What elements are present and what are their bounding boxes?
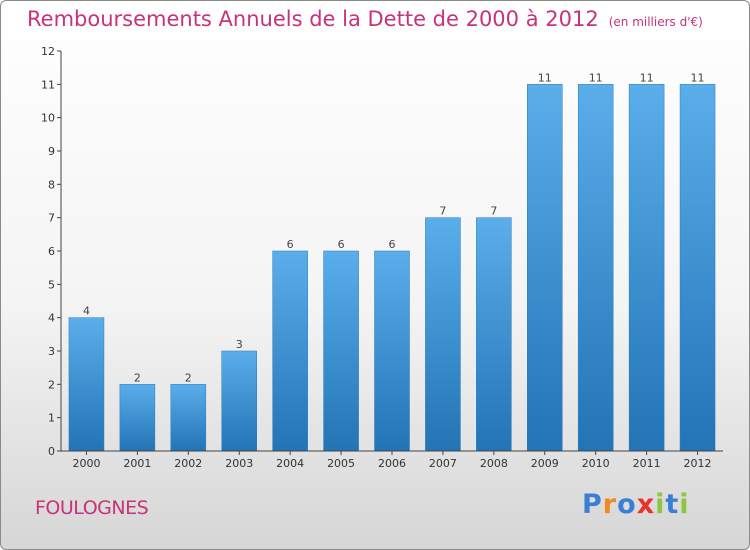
x-tick-label: 2010 <box>582 457 610 470</box>
x-tick-label: 2003 <box>225 457 253 470</box>
chart-title: Remboursements Annuels de la Dette de 20… <box>27 7 703 31</box>
bar <box>628 84 665 452</box>
bar <box>68 317 105 452</box>
bar <box>374 250 410 452</box>
bar-value-label: 11 <box>691 71 705 84</box>
proxiti-logo: Proxiti <box>582 489 690 520</box>
bar <box>577 84 614 452</box>
bar-value-label: 2 <box>185 371 192 384</box>
y-tick-label: 3 <box>48 345 55 358</box>
bar-value-label: 3 <box>236 338 243 351</box>
y-tick-label: 7 <box>48 212 55 225</box>
bar <box>170 384 207 452</box>
y-tick-label: 9 <box>48 145 55 158</box>
bar-value-label: 7 <box>439 205 446 218</box>
bar <box>527 84 563 452</box>
bar-value-label: 11 <box>538 71 552 84</box>
bar-value-label: 2 <box>134 371 141 384</box>
x-tick-label: 2002 <box>174 457 202 470</box>
x-tick-label: 2009 <box>531 457 559 470</box>
x-tick-label: 2012 <box>684 457 712 470</box>
bar-value-label: 11 <box>640 71 654 84</box>
chart-unit: (en milliers d'€) <box>608 15 703 29</box>
y-tick-label: 1 <box>48 412 55 425</box>
chart-title-text: Remboursements Annuels de la Dette de 20… <box>27 7 599 31</box>
y-tick-label: 8 <box>48 178 55 191</box>
bar <box>679 84 716 452</box>
bar-value-label: 6 <box>287 238 294 251</box>
bar <box>272 250 308 452</box>
y-tick-label: 2 <box>48 378 55 391</box>
logo-letter: o <box>617 489 637 520</box>
logo-letter: i <box>679 489 690 520</box>
bar-value-label: 7 <box>490 205 497 218</box>
x-tick-label: 2007 <box>429 457 457 470</box>
bar <box>476 217 512 452</box>
place-name: FOULOGNES <box>35 497 149 519</box>
bar-value-label: 6 <box>389 238 396 251</box>
x-tick-label: 2011 <box>633 457 661 470</box>
y-tick-label: 10 <box>41 112 55 125</box>
bar-value-label: 4 <box>83 305 90 318</box>
x-tick-label: 2008 <box>480 457 508 470</box>
y-tick-label: 4 <box>48 312 55 325</box>
bar <box>119 384 156 452</box>
bar-value-label: 6 <box>338 238 345 251</box>
logo-letter: i <box>655 489 666 520</box>
logo-letter: x <box>636 489 656 520</box>
bar <box>221 350 257 452</box>
x-tick-label: 2000 <box>72 457 100 470</box>
x-tick-label: 2001 <box>123 457 151 470</box>
bar <box>323 250 359 452</box>
x-tick-label: 2006 <box>378 457 406 470</box>
logo-letter: t <box>665 489 680 520</box>
bar-value-label: 11 <box>589 71 603 84</box>
y-tick-label: 6 <box>48 245 55 258</box>
y-tick-label: 5 <box>48 278 55 291</box>
y-tick-label: 11 <box>41 78 55 91</box>
x-tick-label: 2004 <box>276 457 304 470</box>
x-tick-label: 2005 <box>327 457 355 470</box>
y-tick-label: 12 <box>41 45 55 58</box>
logo-letter: P <box>582 489 603 520</box>
bar <box>425 217 461 452</box>
y-tick-label: 0 <box>48 445 55 458</box>
logo-letter: r <box>602 489 618 520</box>
